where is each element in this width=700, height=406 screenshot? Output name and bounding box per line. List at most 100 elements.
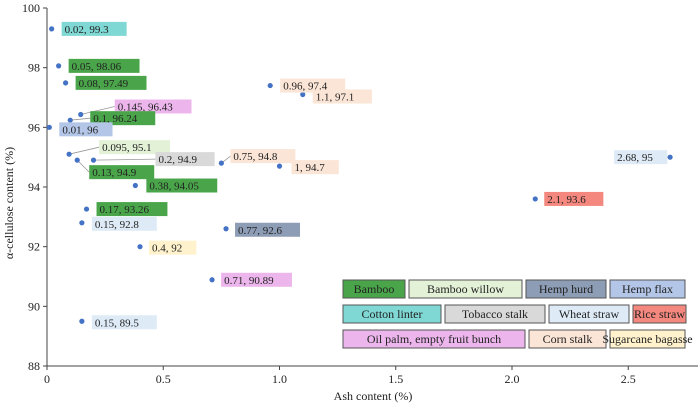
leader-line — [70, 117, 91, 121]
y-tick-label: 90 — [28, 299, 40, 313]
legend-label: Tobacco stalk — [462, 307, 528, 321]
x-tick-label: 0.5 — [156, 372, 171, 386]
data-label: 0.13, 94.9 — [92, 167, 137, 179]
data-label: 0.095, 95.1 — [102, 142, 151, 154]
data-label-bg — [149, 240, 197, 255]
data-point — [49, 26, 55, 32]
data-point — [66, 151, 72, 157]
data-label: 2.68, 95 — [617, 152, 653, 164]
data-label-bg — [230, 149, 296, 164]
legend-label: Corn stalk — [543, 332, 593, 346]
x-tick-label: 0 — [44, 372, 50, 386]
data-point — [137, 244, 143, 250]
y-tick-label: 88 — [28, 359, 40, 373]
data-label: 0.15, 89.5 — [95, 317, 140, 329]
y-tick-label: 100 — [22, 1, 40, 15]
legend-swatch — [408, 279, 523, 299]
data-label-bg — [61, 21, 127, 36]
y-tick-label: 98 — [28, 61, 40, 75]
data-label: 1, 94.7 — [295, 162, 326, 174]
data-label-bg — [99, 140, 170, 155]
data-label-bg — [89, 165, 155, 180]
data-point — [209, 277, 215, 283]
data-label: 0.75, 94.8 — [233, 151, 278, 163]
legend-label: Wheat straw — [559, 307, 620, 321]
data-label: 0.38, 94.05 — [149, 181, 199, 193]
y-tick-label: 94 — [28, 180, 40, 194]
x-tick-label: 1.5 — [388, 372, 403, 386]
data-point — [223, 226, 229, 232]
legend-swatch — [609, 329, 686, 349]
data-label: 0.2, 94.9 — [159, 154, 198, 166]
data-label: 0.4, 92 — [152, 243, 182, 255]
data-point — [218, 160, 224, 166]
data-labels: 0.02, 99.3 0.05, 98.06 0.08, 97.49 0.145, 9… — [59, 21, 668, 330]
data-point — [667, 154, 673, 160]
data-point — [79, 318, 85, 324]
data-label-bg — [96, 202, 168, 217]
data-label-bg — [90, 111, 156, 126]
legend-label: Hemp hurd — [539, 282, 593, 296]
legend-swatch — [528, 329, 607, 349]
data-point — [56, 63, 62, 69]
data-point — [46, 124, 52, 130]
legend-swatch — [342, 329, 526, 349]
data-label: 0.15, 92.8 — [95, 219, 140, 231]
data-label-bg — [291, 160, 339, 175]
data-point — [90, 157, 97, 163]
data-point — [67, 117, 73, 123]
legend-swatch — [342, 279, 406, 299]
data-points — [46, 26, 673, 324]
data-label: 0.71, 90.89 — [224, 275, 274, 287]
legend-label: Oil palm, empty fruit bunch — [367, 332, 501, 346]
data-label-bg — [544, 191, 604, 206]
data-label: 0.1, 96.24 — [93, 113, 138, 125]
axes: 88 90 92 94 96 98 100 0 0.5 1.0 1.5 2.0 2.5 — [22, 1, 698, 386]
legend-swatch — [342, 304, 442, 324]
legend-swatch — [548, 304, 630, 324]
data-label-bg — [114, 99, 192, 114]
data-point — [74, 157, 80, 163]
data-label: 0.05, 98.06 — [72, 61, 122, 73]
data-label-bg — [146, 178, 218, 193]
data-point — [78, 111, 84, 118]
data-label: 0.145, 96.43 — [118, 102, 173, 114]
data-label-bg — [312, 89, 372, 104]
data-point — [532, 196, 538, 202]
leader-line — [80, 106, 115, 115]
data-label-bg — [75, 75, 147, 90]
data-label-bg — [155, 152, 215, 167]
legend-label: Rice straw — [634, 307, 685, 321]
data-label: 0.08, 97.49 — [79, 78, 129, 90]
legend-label: Bamboo — [354, 282, 395, 296]
x-tick-label: 2.0 — [505, 372, 520, 386]
x-tick-label: 2.5 — [621, 372, 636, 386]
leader-line — [68, 146, 100, 155]
x-tick-label: 1.0 — [272, 372, 287, 386]
data-label-bg — [59, 122, 113, 137]
legend-swatch — [444, 304, 546, 324]
label-leader-lines — [68, 106, 671, 173]
x-axis-label: Ash content (%) — [334, 389, 413, 403]
data-point — [79, 220, 85, 226]
legend-swatch — [609, 279, 686, 299]
leader-line — [93, 158, 156, 161]
data-point — [83, 206, 90, 212]
data-label-bg — [91, 315, 157, 330]
data-label-bg — [280, 78, 346, 93]
legend-label: Hemp flax — [622, 282, 673, 296]
data-label: 0.17, 93.26 — [100, 204, 150, 216]
leader-line — [76, 159, 90, 173]
data-label-bg — [91, 216, 157, 231]
data-label: 0.02, 99.3 — [65, 24, 110, 36]
legend-swatch — [632, 304, 687, 324]
data-label: 0.77, 92.6 — [238, 225, 283, 237]
legend: Bamboo Bamboo willow Hemp hurd Hemp flax Cot… — [342, 279, 693, 349]
y-tick-label: 92 — [28, 240, 40, 254]
y-tick-label: 96 — [28, 120, 40, 134]
legend-swatch — [525, 279, 607, 299]
data-point — [267, 82, 273, 89]
data-point — [132, 182, 138, 189]
legend-label: Sugarcane bagasse — [602, 332, 692, 346]
